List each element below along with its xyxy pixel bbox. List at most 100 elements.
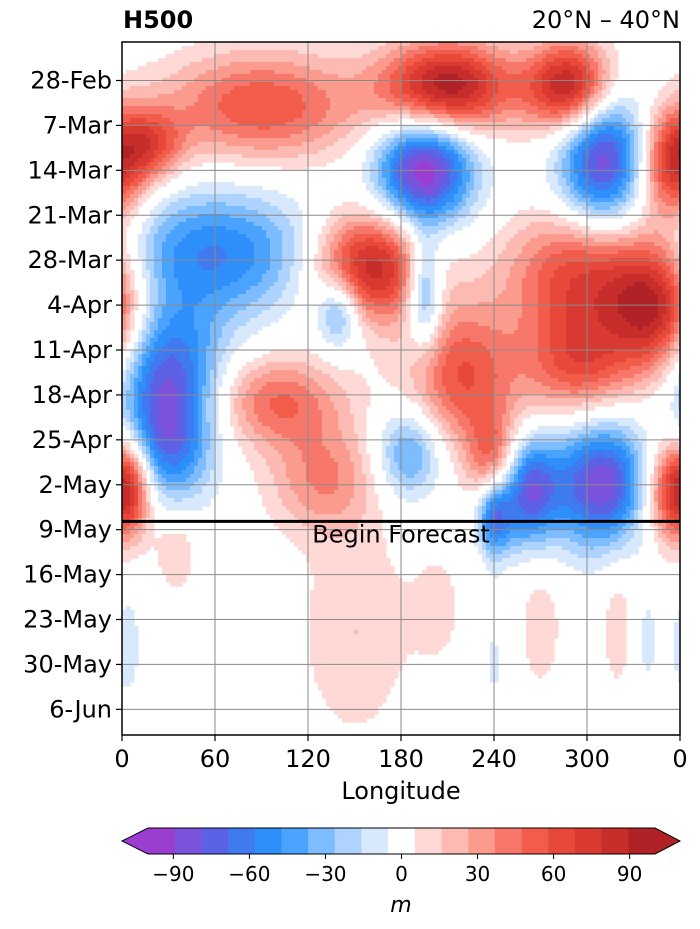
heat-cell [302,54,307,59]
heat-cell [294,82,299,87]
heat-cell [302,122,307,127]
heat-cell [606,142,611,147]
heat-cell [622,118,627,123]
heat-cell [470,158,475,163]
heat-cell [362,42,367,47]
heat-cell [554,174,559,179]
heat-cell [550,150,555,155]
heat-cell [318,54,323,59]
heat-cell [378,194,383,199]
heat-cell [282,46,287,51]
heat-cell [418,182,423,187]
heat-cell [582,86,587,91]
heat-cell [122,90,127,95]
heat-cell [466,202,471,207]
heat-cell [426,174,431,179]
heat-cell [462,62,467,67]
heat-cell [534,94,539,99]
heat-cell [534,210,539,215]
heat-cell [458,122,463,127]
heat-cell [466,70,471,75]
heat-cell [670,182,675,187]
heat-cell [430,90,435,95]
heat-cell [562,146,567,151]
heat-cell [254,86,259,91]
heat-cell [278,62,283,67]
heat-cell [366,166,371,171]
heat-cell [546,210,551,215]
heat-cell [434,94,439,99]
heat-cell [134,202,139,207]
heat-cell [402,186,407,191]
heat-cell [246,114,251,119]
heat-cell [414,178,419,183]
heat-cell [266,110,271,115]
heat-cell [270,90,275,95]
heat-cell [434,110,439,115]
heat-cell [190,102,195,107]
heat-cell [290,206,295,211]
heat-cell [270,118,275,123]
heat-cell [250,50,255,55]
heat-cell [478,174,483,179]
heat-cell [450,150,455,155]
heat-cell [338,70,343,75]
heat-cell [318,122,323,127]
heat-cell [146,170,151,175]
heat-cell [326,94,331,99]
heat-cell [422,154,427,159]
heat-cell [566,66,571,71]
heat-cell [654,138,659,143]
heat-cell [178,82,183,87]
heat-cell [138,170,143,175]
heat-cell [334,42,339,47]
heat-cell [550,126,555,131]
heat-cell [490,182,495,187]
heat-cell [410,186,415,191]
heat-cell [266,210,271,215]
heat-cell [230,46,235,51]
heat-cell [258,54,263,59]
heat-cell [290,90,295,95]
heat-cell [554,178,559,183]
heat-cell [178,162,183,167]
heat-cell [298,86,303,91]
heat-cell [154,158,159,163]
heat-cell [338,82,343,87]
heat-cell [238,50,243,55]
heat-cell [442,158,447,163]
heat-cell [302,114,307,119]
heat-cell [666,82,671,87]
heat-cell [406,58,411,63]
heat-cell [246,194,251,199]
heat-cell [538,74,543,79]
heat-cell [594,86,599,91]
heat-cell [610,82,615,87]
heat-cell [138,146,143,151]
heat-cell [310,154,315,159]
heat-cell [318,74,323,79]
heat-cell [374,94,379,99]
heat-cell [234,218,239,223]
heat-cell [570,90,575,95]
heat-cell [678,170,680,175]
heat-cell [618,194,623,199]
heat-cell [230,122,235,127]
heat-cell [194,210,199,215]
heat-cell [438,98,443,103]
heat-cell [194,42,199,47]
heat-cell [150,122,155,127]
heat-cell [670,114,675,119]
heat-cell [322,98,327,103]
heat-cell [634,166,639,171]
heat-cell [486,162,491,167]
heat-cell [210,46,215,51]
heat-cell [538,50,543,55]
heat-cell [622,158,627,163]
heat-cell [262,158,267,163]
heat-cell [158,130,163,135]
heat-cell [170,54,175,59]
heat-cell [426,54,431,59]
heat-cell [574,94,579,99]
heat-cell [210,218,215,223]
